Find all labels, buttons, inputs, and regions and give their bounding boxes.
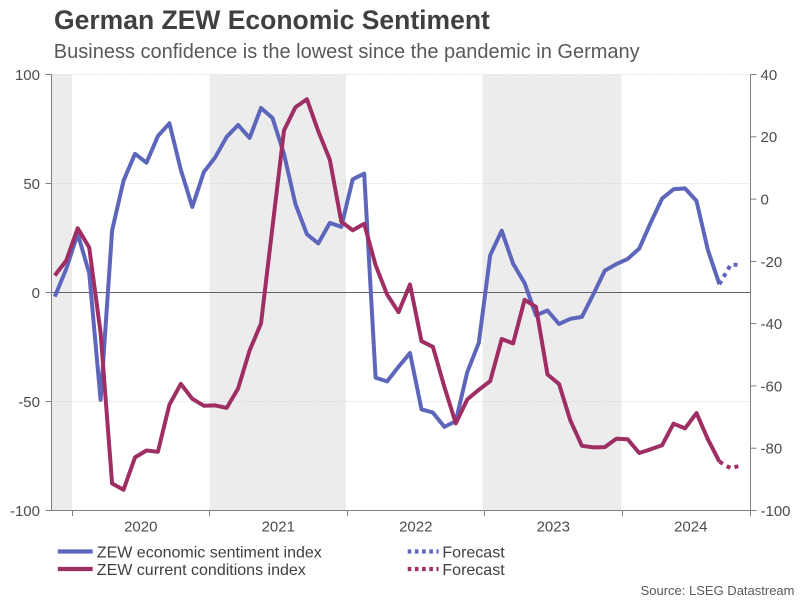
svg-text:Forecast: Forecast <box>442 562 505 579</box>
svg-text:-50: -50 <box>18 394 40 411</box>
svg-text:2020: 2020 <box>124 518 157 535</box>
svg-text:-40: -40 <box>761 316 783 333</box>
svg-text:100: 100 <box>15 67 40 84</box>
svg-text:2021: 2021 <box>262 518 295 535</box>
svg-text:40: 40 <box>761 67 778 84</box>
svg-text:Source: LSEG Datastream: Source: LSEG Datastream <box>641 583 795 598</box>
svg-text:German ZEW Economic Sentiment: German ZEW Economic Sentiment <box>54 5 490 35</box>
svg-text:ZEW current conditions index: ZEW current conditions index <box>97 562 306 579</box>
svg-text:2023: 2023 <box>537 518 570 535</box>
svg-text:-20: -20 <box>761 254 783 271</box>
svg-text:-60: -60 <box>761 378 783 395</box>
svg-text:0: 0 <box>32 285 40 302</box>
svg-text:-100: -100 <box>10 503 40 520</box>
svg-text:2024: 2024 <box>674 518 707 535</box>
svg-text:Business confidence is the low: Business confidence is the lowest since … <box>54 41 640 63</box>
svg-text:20: 20 <box>761 129 778 146</box>
svg-text:50: 50 <box>23 176 40 193</box>
svg-text:ZEW economic sentiment index: ZEW economic sentiment index <box>97 544 322 561</box>
svg-text:-100: -100 <box>761 503 791 520</box>
svg-text:-80: -80 <box>761 441 783 458</box>
svg-text:Forecast: Forecast <box>442 544 505 561</box>
svg-text:2022: 2022 <box>399 518 432 535</box>
svg-text:0: 0 <box>761 192 769 209</box>
